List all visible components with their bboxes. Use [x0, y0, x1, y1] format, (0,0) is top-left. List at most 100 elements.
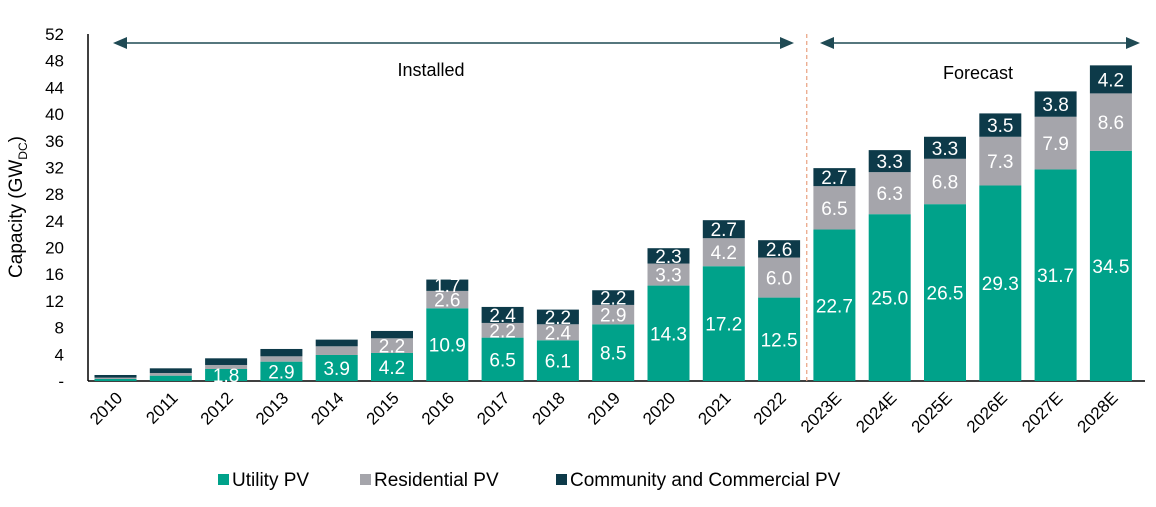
x-tick-label: 2011: [142, 388, 181, 427]
bar-segment-residential: [1034, 116, 1077, 170]
bar-segment-community-commercial: [924, 136, 966, 159]
bars: [94, 65, 1132, 381]
bar-segment-community-commercial: [979, 113, 1022, 137]
x-ticks: 2010 2011 2012 2013 2014 2015 2016 2017 2018 2019…: [86, 388, 1122, 436]
installed-arrow-right-head: [780, 37, 794, 49]
bar-segment-community-commercial: [813, 168, 856, 187]
forecast-arrow-left-head: [820, 37, 834, 49]
data-label: 2.6: [434, 291, 460, 312]
data-label: 1.7: [434, 276, 460, 297]
bar-segment-residential: [868, 172, 911, 215]
bar-segment-utility: [924, 204, 966, 381]
bar-segment-utility: [979, 185, 1022, 381]
bar-segment-residential: [426, 290, 469, 309]
bar-segment-residential: [758, 257, 801, 298]
data-label: 25.0: [871, 289, 908, 310]
bar-segment-residential: [813, 186, 856, 230]
forecast-arrow-right-head: [1126, 37, 1140, 49]
data-label: 2.3: [655, 247, 681, 268]
bar-segment-utility: [94, 378, 137, 381]
y-tick-label: 4: [55, 345, 64, 364]
data-label: 2.7: [821, 168, 847, 189]
bar-segment-residential: [592, 304, 635, 325]
data-label: 3.3: [876, 152, 902, 173]
data-label: 4.2: [379, 358, 405, 379]
bar-segment-utility: [426, 308, 469, 381]
data-label: 6.1: [545, 352, 571, 373]
y-tick-label: 16: [45, 265, 64, 284]
bar-segment-utility: [481, 337, 524, 381]
data-label: 2.7: [711, 220, 737, 241]
data-label: 2.2: [379, 337, 405, 358]
bar-segment-utility: [1034, 169, 1077, 381]
data-label: 8.6: [1098, 113, 1124, 134]
legend-label-residential: Residential PV: [374, 470, 499, 491]
bar-segment-residential: [94, 377, 137, 379]
bar-segment-utility: [592, 324, 635, 381]
data-label: 6.5: [821, 199, 847, 220]
data-label: 10.9: [429, 336, 466, 357]
bar-labels: 1.8 2.9 3.9 4.22.2 10.92.61.76.52.22.46.12.4…: [213, 70, 1130, 387]
bar-segment-utility: [813, 229, 856, 381]
x-tick-label: 2024E: [852, 388, 900, 436]
installed-arrow-left-head: [113, 37, 127, 49]
y-tick-label: 40: [45, 105, 64, 124]
data-label: 4.2: [711, 243, 737, 264]
x-tick-label: 2010: [86, 388, 126, 428]
bar-segment-utility: [536, 340, 579, 381]
data-label: 6.5: [489, 350, 515, 371]
bar-segment-community-commercial: [481, 306, 524, 323]
bar-segment-residential: [260, 356, 303, 362]
region-arrows: [113, 37, 1140, 49]
data-label: 3.3: [655, 266, 681, 287]
data-label: 3.8: [1042, 95, 1068, 116]
data-label: 2.4: [545, 323, 572, 344]
y-tick-label: 12: [45, 292, 64, 311]
legend-swatch-community-commercial: [556, 474, 567, 485]
x-tick-label: 2018: [529, 388, 569, 428]
bar-segment-utility: [315, 354, 358, 381]
bar-segment-residential: [1089, 93, 1132, 151]
y-tick-label: 44: [45, 78, 64, 97]
bar-segment-utility: [260, 361, 303, 381]
x-tick-label: 2022: [750, 388, 790, 428]
legend-swatch-utility: [218, 474, 229, 485]
bar-segment-utility: [647, 285, 690, 381]
x-axis: 2010 2011 2012 2013 2014 2015 2016 2017 2018 2019…: [86, 380, 1145, 437]
data-label: 17.2: [705, 315, 742, 336]
data-label: 14.3: [650, 324, 687, 345]
data-label: 2.9: [600, 306, 626, 327]
y-tick-label: 8: [55, 319, 64, 338]
x-tick-label: 2023E: [797, 388, 845, 436]
y-tick-label: -: [58, 372, 64, 391]
bar-segment-community-commercial: [868, 150, 911, 173]
bar-segment-utility: [1089, 150, 1132, 381]
x-tick-label: 2016: [418, 388, 458, 428]
bar-segment-residential: [536, 324, 579, 341]
installed-label: Installed: [397, 60, 464, 80]
x-tick-label: 2013: [252, 388, 292, 428]
bar-segment-community-commercial: [315, 339, 358, 347]
bar-segment-residential: [924, 158, 966, 205]
bar-segment-community-commercial: [1089, 65, 1132, 94]
data-label: 7.9: [1042, 134, 1068, 155]
data-label: 2.2: [600, 289, 626, 310]
data-label: 34.5: [1092, 257, 1129, 278]
y-axis-title: Capacity (GWDC): [6, 136, 30, 278]
bar-segment-utility: [758, 297, 801, 381]
legend-label-utility: Utility PV: [232, 470, 309, 491]
bar-segment-community-commercial: [702, 220, 745, 239]
bar-segment-community-commercial: [260, 348, 303, 357]
bar-segment-community-commercial: [149, 368, 192, 373]
bar-segment-utility: [371, 352, 413, 381]
x-tick-label: 2015: [363, 388, 403, 428]
bar-segment-community-commercial: [371, 330, 413, 339]
data-label: 1.8: [213, 366, 239, 387]
data-label: 29.3: [982, 274, 1019, 295]
data-label: 4.2: [1098, 70, 1124, 91]
x-tick-label: 2020: [639, 388, 679, 428]
bar-segment-utility: [702, 266, 745, 381]
